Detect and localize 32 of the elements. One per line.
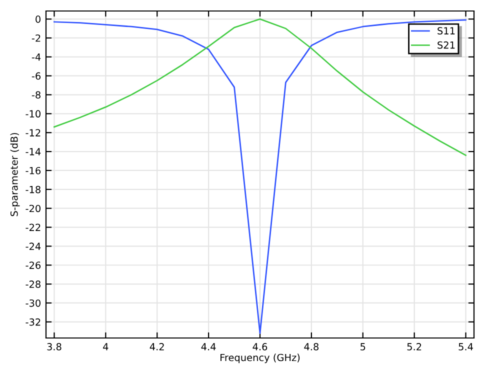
line-series [54,19,466,334]
y-tick-label: -16 [26,166,41,174]
y-tick-label: -30 [26,299,40,307]
x-tick-label: 4.8 [304,343,319,350]
y-axis-title: S-parameter (dB) [10,133,20,216]
x-tick-label: 4.4 [201,343,216,350]
x-tick-label: 5.2 [407,343,422,350]
y-tick-label: 0 [36,16,40,23]
x-tick-label: 5.4 [458,343,473,350]
x-tick-label: 4.2 [150,343,164,350]
y-tick-label: -12 [26,129,40,136]
legend-label: S21 [438,41,455,49]
x-tick-label: 4.6 [252,343,268,350]
x-tick-label: 3.8 [47,343,62,350]
legend-label: S11 [438,27,455,34]
x-axis-title: Frequency (GHz) [220,354,300,364]
y-tick-label: -32 [26,318,40,326]
y-tick-label: -6 [32,72,41,80]
y-tick-label: -10 [26,110,40,118]
y-tick-label: -18 [26,186,40,194]
y-tick-label: -26 [26,262,41,269]
y-tick-label: -2 [32,34,40,42]
y-tick-label: -28 [26,280,40,288]
y-tick-label: -14 [26,148,41,156]
y-tick-label: -24 [26,242,41,250]
y-tick-label: -8 [32,91,40,99]
line-series [54,18,466,156]
y-tick-label: -20 [26,204,40,212]
y-tick-label: -4 [32,54,41,61]
x-tick-label: 5 [360,343,366,350]
y-tick-label: -22 [26,224,40,231]
x-tick-label: 4 [103,343,108,350]
